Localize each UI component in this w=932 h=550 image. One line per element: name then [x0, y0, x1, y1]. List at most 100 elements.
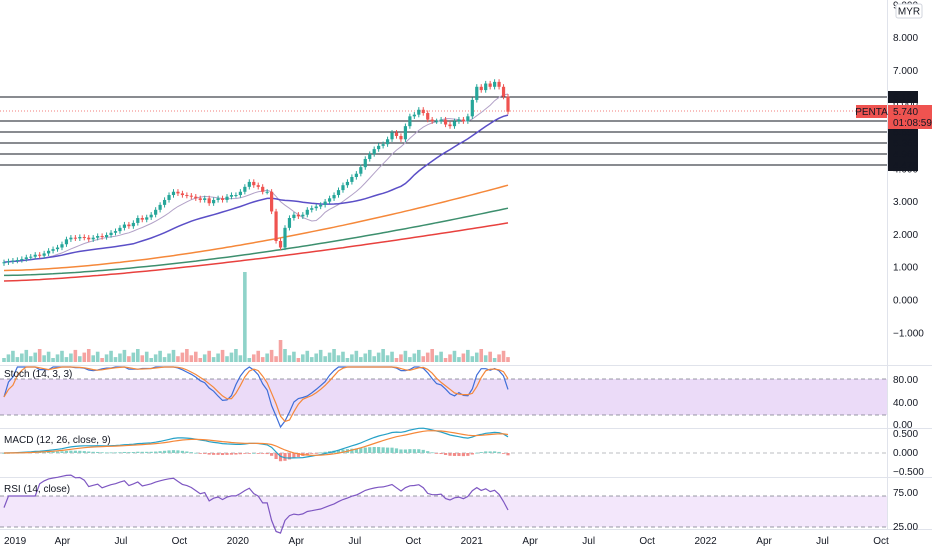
macd-histogram-bar — [448, 453, 452, 456]
candle-body — [350, 177, 354, 182]
candle-body — [256, 185, 260, 187]
macd-histogram-bar — [104, 452, 109, 454]
volume-bar — [421, 356, 426, 362]
candle-body — [421, 109, 425, 114]
volume-bar — [104, 354, 109, 362]
macd-histogram-bar — [314, 453, 318, 454]
candle-body — [305, 209, 309, 215]
candle-body — [488, 83, 492, 87]
macd-histogram-bar — [403, 449, 408, 453]
macd-histogram-bar — [216, 453, 220, 455]
volume-bar — [86, 349, 91, 362]
ma-line-fast — [3, 93, 509, 263]
candle-body — [470, 99, 474, 117]
volume-bar — [497, 354, 501, 362]
candle-body — [91, 237, 95, 240]
candle-body — [113, 231, 118, 233]
candle-body — [475, 86, 479, 100]
macd-histogram-bar — [176, 450, 180, 453]
volume-bar — [416, 349, 421, 362]
macd-histogram-bar — [87, 451, 91, 453]
volume-bar — [247, 358, 252, 362]
candle-body — [493, 81, 497, 87]
volume-bar — [243, 272, 247, 362]
macd-histogram-bar — [443, 453, 448, 455]
candle-body — [6, 261, 11, 263]
macd-histogram-bar — [220, 453, 225, 456]
candle-body — [448, 124, 452, 127]
macd-histogram-bar — [399, 449, 403, 453]
candle-body — [87, 237, 91, 240]
macd-tick-pos: 0.500 — [893, 429, 918, 440]
candle-body — [408, 116, 412, 127]
macd-histogram-bar — [131, 452, 135, 453]
volume-bar — [283, 349, 287, 362]
volume-bar — [466, 349, 470, 362]
volume-bar — [100, 358, 104, 362]
macd-histogram-bar — [229, 453, 234, 455]
candle-body — [60, 244, 64, 248]
macd-histogram-bar — [417, 449, 421, 453]
volume-bar — [171, 349, 176, 362]
volume-bar — [372, 356, 376, 362]
candle-body — [167, 195, 171, 200]
candle-body — [278, 240, 283, 248]
volume-bar — [341, 351, 345, 362]
macd-histogram-bar — [60, 451, 64, 453]
volume-bar — [42, 355, 46, 362]
last-price-tag — [888, 105, 932, 129]
volume-bar — [238, 355, 243, 362]
macd-histogram-bar — [412, 449, 416, 453]
time-axis-label: Oct — [172, 536, 188, 547]
volume-bar — [6, 354, 11, 362]
candle-body — [24, 257, 28, 259]
volume-bar — [131, 352, 136, 362]
currency-box[interactable] — [895, 3, 923, 19]
rsi-label[interactable]: RSI (14, close) — [4, 484, 70, 495]
volume-bar — [287, 355, 292, 362]
volume-bar — [167, 353, 171, 362]
candle-body — [82, 237, 86, 239]
volume-bar — [474, 352, 479, 362]
price-level-tag — [888, 159, 918, 171]
volume-bar — [202, 354, 207, 362]
macd-label[interactable]: MACD (12, 26, close, 9) — [4, 435, 111, 446]
macd-histogram-bar — [363, 447, 367, 453]
candle-body — [15, 259, 19, 261]
volume-bar — [309, 357, 314, 362]
volume-bar — [69, 353, 73, 362]
currency-label[interactable]: MYR — [898, 7, 920, 18]
stoch-label[interactable]: Stoch (14, 3, 3) — [4, 369, 72, 380]
price-tick: 1.000 — [893, 263, 918, 274]
price-level-tag — [888, 91, 918, 103]
macd-histogram-bar — [394, 448, 399, 453]
volume-bar — [318, 349, 323, 362]
time-axis-label: Apr — [55, 536, 71, 547]
volume-bar — [216, 353, 220, 362]
volume-bar — [501, 350, 506, 362]
candle-body — [109, 232, 113, 236]
candle-body — [466, 116, 470, 122]
macd-histogram-bar — [274, 453, 278, 460]
macd-histogram-bar — [96, 451, 100, 453]
candle-body — [69, 237, 73, 240]
macd-histogram-bar — [457, 453, 461, 456]
macd-histogram-bar — [180, 450, 185, 453]
macd-histogram-bar — [475, 452, 479, 454]
rsi-line — [3, 474, 509, 534]
volume-bar — [176, 356, 180, 362]
candle-body — [131, 222, 135, 227]
macd-histogram-bar — [113, 452, 118, 454]
candle-body — [336, 190, 341, 196]
volume-bar — [457, 357, 461, 362]
macd-histogram-bar — [109, 452, 113, 454]
macd-histogram-bar — [270, 453, 274, 456]
candle-body — [265, 191, 269, 193]
macd-histogram-bar — [336, 450, 341, 453]
candle-body — [55, 247, 60, 250]
time-axis[interactable]: 2019 Apr Jul Oct 2020 Apr Jul Oct 2021 Apr Jul Oct 2… — [4, 536, 889, 547]
candle-body — [287, 218, 292, 228]
volume-bar — [470, 356, 475, 362]
macd-histogram-bar — [69, 450, 73, 453]
